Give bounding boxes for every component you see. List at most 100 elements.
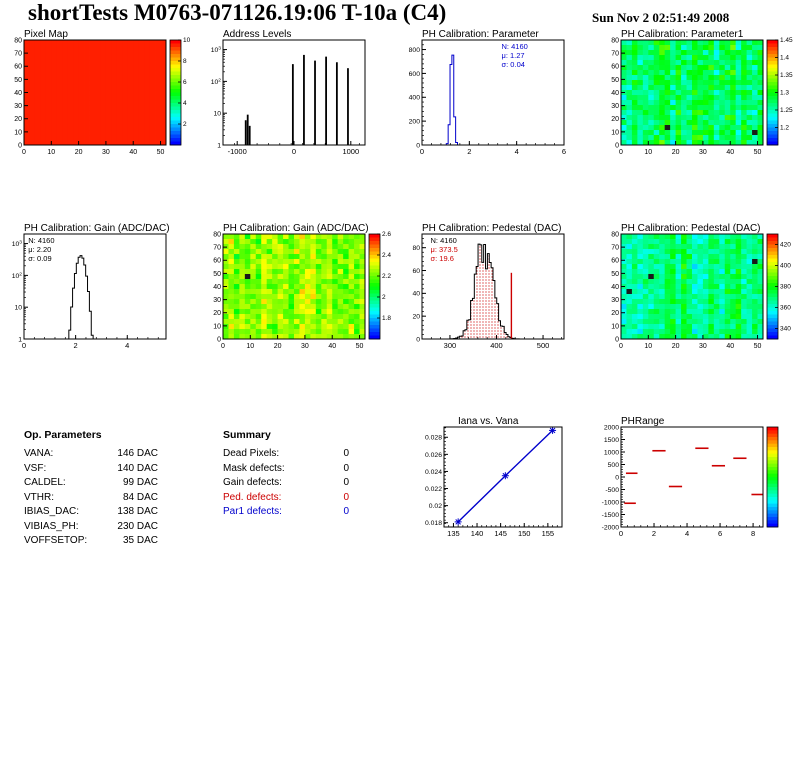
svg-text:135: 135 (447, 529, 460, 538)
svg-text:0: 0 (292, 147, 296, 156)
svg-text:80: 80 (412, 245, 420, 252)
panel-title: Address Levels (223, 29, 292, 40)
svg-text:340: 340 (780, 326, 791, 333)
param-row: Dead Pixels: 0 (223, 447, 349, 462)
param-value: 0 (343, 462, 349, 474)
svg-text:2.2: 2.2 (382, 273, 391, 280)
svg-text:30: 30 (611, 297, 619, 304)
svg-text:6: 6 (183, 79, 187, 86)
svg-text:-1500: -1500 (602, 512, 620, 519)
svg-text:10: 10 (644, 149, 652, 156)
svg-text:10: 10 (14, 305, 22, 312)
svg-text:600: 600 (409, 71, 421, 78)
address-levels-chart: -1000 0 1000 1 10 102 103 (211, 39, 366, 156)
svg-text:10: 10 (611, 129, 619, 136)
svg-text:8: 8 (183, 58, 187, 65)
panel-ph-pedestal-map: PH Calibration: Pedestal (DAC) 0 10 20 30 40… (597, 222, 796, 362)
svg-text:50: 50 (157, 149, 165, 156)
svg-text:1.35: 1.35 (780, 72, 793, 79)
svg-text:50: 50 (14, 77, 22, 84)
svg-text:10: 10 (611, 323, 619, 330)
op-parameters-title: Op. Parameters (24, 429, 102, 441)
svg-text:2: 2 (183, 121, 187, 128)
param-value: 84 DAC (122, 491, 158, 503)
svg-text:1.8: 1.8 (382, 315, 391, 322)
svg-text:4: 4 (685, 529, 689, 538)
param-row: VTHR: 84 DAC (24, 491, 158, 506)
svg-text:103: 103 (211, 46, 222, 54)
svg-text:2.6: 2.6 (382, 231, 391, 238)
param-row: Mask defects: 0 (223, 462, 349, 477)
svg-text:4: 4 (125, 341, 129, 350)
svg-text:60: 60 (611, 64, 619, 71)
iana-vs-vana-chart: 135 140 145 150 155 0.018 0.02 0.022 0.024 0.026 0… (425, 426, 563, 538)
svg-text:4: 4 (515, 147, 519, 156)
svg-text:2: 2 (467, 147, 471, 156)
panel-title: Iana vs. Vana (458, 416, 519, 427)
param-row: VSF: 140 DAC (24, 462, 158, 477)
svg-text:-2000: -2000 (602, 524, 620, 531)
panel-title: PH Calibration: Pedestal (DAC) (422, 223, 562, 234)
svg-text:σ: 0.04: σ: 0.04 (502, 60, 525, 69)
param-label: VANA: (24, 448, 54, 459)
svg-text:20: 20 (611, 310, 619, 317)
svg-text:0.018: 0.018 (425, 520, 442, 527)
svg-text:σ: 19.6: σ: 19.6 (431, 254, 454, 263)
panel-title: PH Calibration: Parameter (422, 29, 539, 40)
svg-text:145: 145 (494, 529, 507, 538)
param-value: 230 DAC (117, 520, 158, 532)
param-value: 0 (343, 448, 349, 459)
svg-text:155: 155 (542, 529, 555, 538)
panel-ph-gain-hist: PH Calibration: Gain (ADC/DAC) 0 2 4 1 10 102… (0, 222, 199, 362)
svg-text:80: 80 (14, 37, 22, 44)
svg-text:2: 2 (74, 341, 78, 350)
svg-text:σ: 0.09: σ: 0.09 (28, 254, 51, 263)
svg-text:40: 40 (213, 284, 221, 291)
svg-text:50: 50 (356, 343, 364, 350)
svg-text:0: 0 (615, 474, 619, 481)
svg-text:30: 30 (699, 149, 707, 156)
svg-text:500: 500 (608, 462, 620, 469)
svg-text:0: 0 (221, 343, 225, 350)
svg-text:1.25: 1.25 (780, 107, 793, 114)
param-value: 35 DAC (122, 535, 158, 546)
svg-text:μ: 2.20: μ: 2.20 (28, 245, 51, 254)
svg-text:20: 20 (213, 310, 221, 317)
svg-text:30: 30 (102, 149, 110, 156)
svg-text:400: 400 (780, 263, 791, 270)
param-value: 140 DAC (117, 462, 158, 474)
svg-text:50: 50 (754, 343, 762, 350)
svg-text:300: 300 (444, 341, 457, 350)
svg-text:1000: 1000 (342, 147, 359, 156)
svg-text:2.4: 2.4 (382, 252, 391, 259)
svg-text:0.024: 0.024 (425, 469, 442, 476)
svg-text:N: 4160: N: 4160 (502, 42, 528, 51)
svg-text:0.02: 0.02 (429, 503, 442, 510)
svg-text:0.028: 0.028 (425, 435, 442, 442)
svg-text:μ: 1.27: μ: 1.27 (502, 51, 525, 60)
svg-text:0: 0 (22, 341, 26, 350)
svg-text:60: 60 (611, 258, 619, 265)
param-value: 146 DAC (117, 448, 158, 459)
svg-text:0: 0 (416, 142, 420, 149)
ph-parameter1-map-chart: 0 10 20 30 40 50 0 10 20 30 40 50 60 70 80 1.2 1.25 1.3 1.… (611, 37, 793, 156)
timestamp: Sun Nov 2 02:51:49 2008 (592, 10, 730, 25)
svg-text:20: 20 (75, 149, 83, 156)
svg-text:70: 70 (611, 51, 619, 58)
svg-text:40: 40 (611, 90, 619, 97)
svg-text:150: 150 (518, 529, 531, 538)
svg-text:0: 0 (615, 142, 619, 149)
svg-text:200: 200 (409, 119, 421, 126)
svg-text:40: 40 (412, 291, 420, 298)
param-label: Dead Pixels: (223, 448, 280, 459)
pixel-map-chart: 0 10 20 30 40 50 0 10 20 30 40 50 60 70 80 2 4 6 8 10 (14, 37, 190, 156)
svg-text:8: 8 (751, 529, 755, 538)
svg-text:2: 2 (382, 294, 386, 301)
param-value: 99 DAC (122, 477, 158, 488)
param-label: Ped. defects: (223, 491, 282, 503)
svg-text:1: 1 (18, 336, 22, 343)
summary-title: Summary (223, 429, 271, 441)
svg-text:140: 140 (471, 529, 484, 538)
